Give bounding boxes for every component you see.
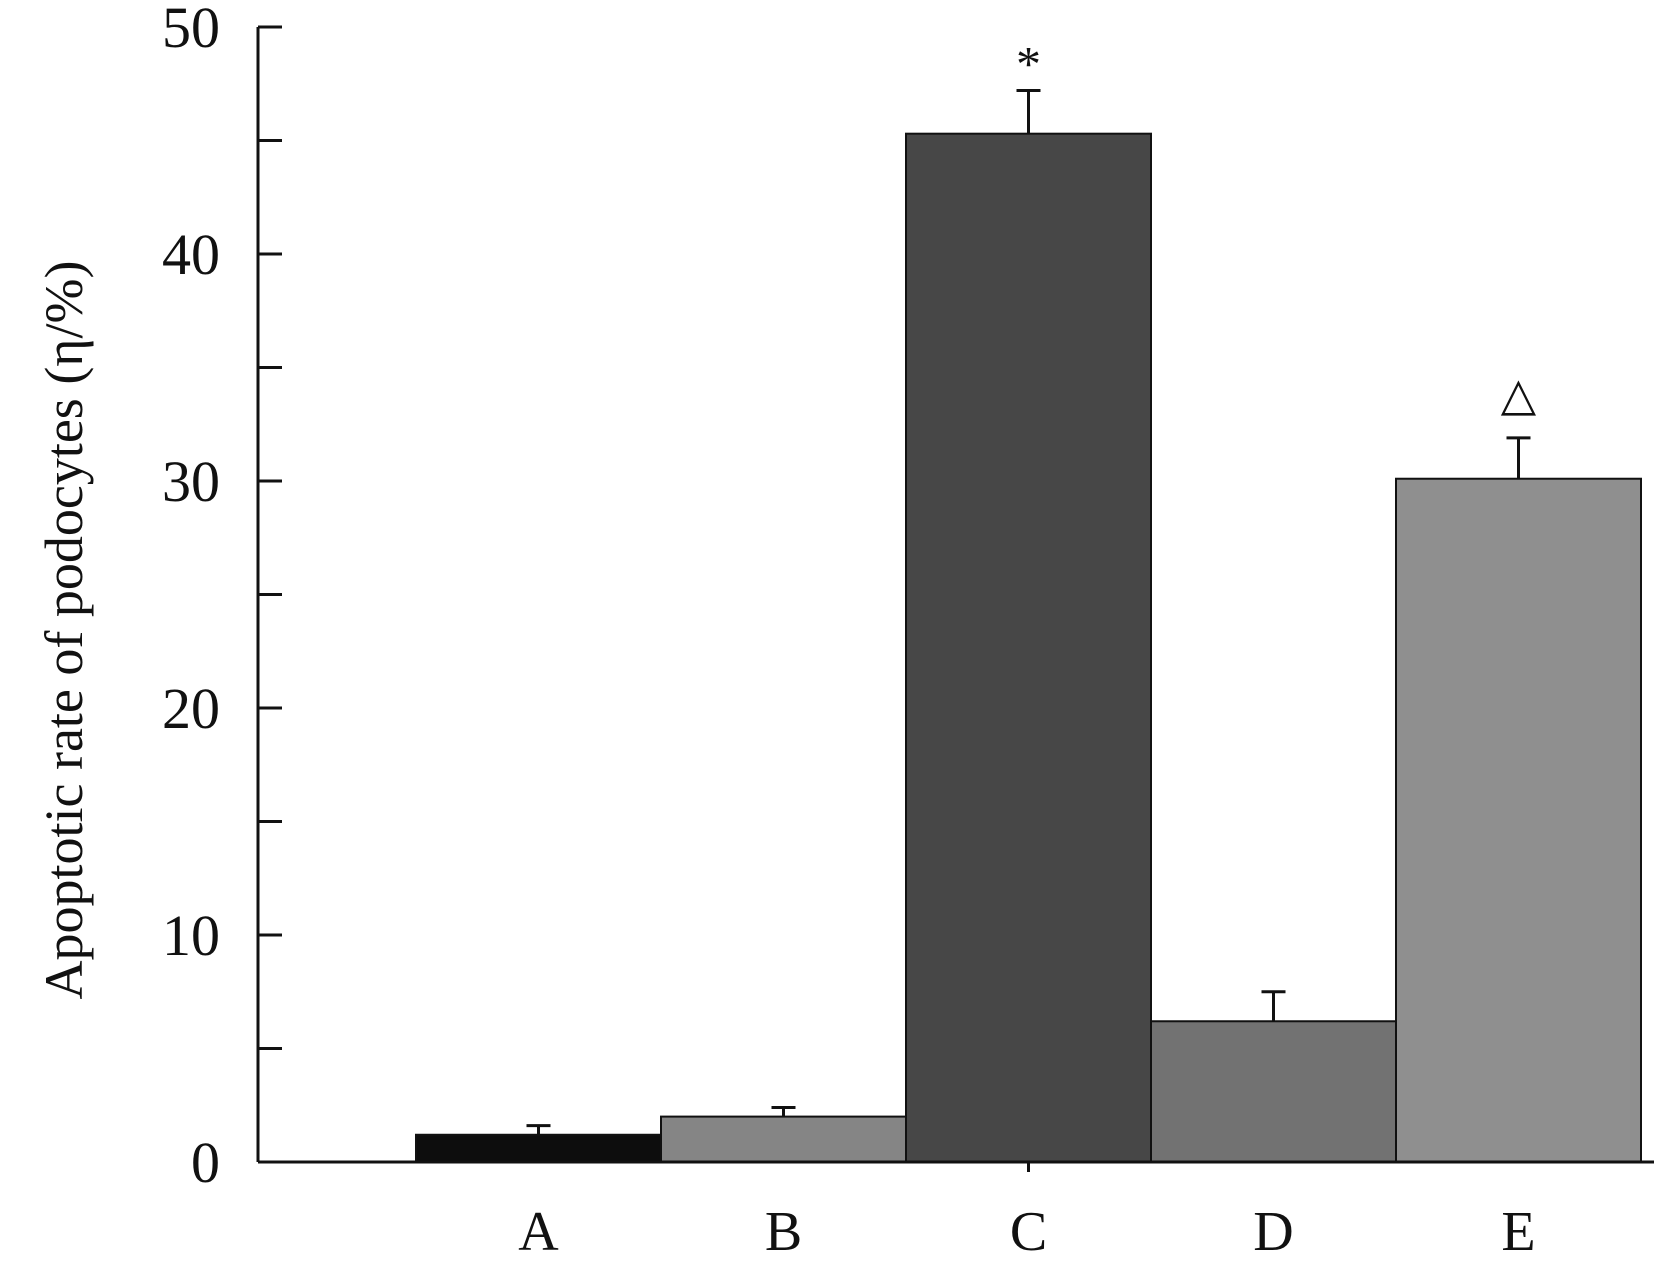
x-tick-label-B: B <box>765 1201 802 1263</box>
error-bars-group <box>526 89 1531 1135</box>
y-tick-label: 10 <box>162 903 220 968</box>
annotation-C: * <box>1016 36 1041 92</box>
x-labels-group: A B C D E <box>518 1162 1536 1263</box>
bar-A <box>415 1133 662 1164</box>
y-tick-label: 50 <box>162 0 220 60</box>
bars-group <box>415 132 1642 1164</box>
y-tick-label: 40 <box>162 222 220 287</box>
bar-B <box>660 1115 907 1163</box>
annotations-group: *△ <box>1016 36 1537 420</box>
bar-E <box>1395 477 1642 1164</box>
x-tick-label-E: E <box>1501 1201 1535 1263</box>
annotation-E: △ <box>1501 369 1537 420</box>
y-ticks-group: 0 10 20 30 40 50 <box>162 0 282 1195</box>
x-tick-label-C: C <box>1010 1201 1047 1263</box>
y-tick-label: 30 <box>162 449 220 514</box>
x-tick-label-D: D <box>1253 1201 1293 1263</box>
x-tick-label-A: A <box>518 1201 559 1263</box>
bar-C <box>905 132 1152 1164</box>
y-tick-label: 0 <box>191 1130 220 1195</box>
bar-D <box>1150 1020 1397 1164</box>
y-axis-label: Apoptotic rate of podocytes (η/%) <box>34 260 94 999</box>
y-tick-label: 20 <box>162 676 220 741</box>
